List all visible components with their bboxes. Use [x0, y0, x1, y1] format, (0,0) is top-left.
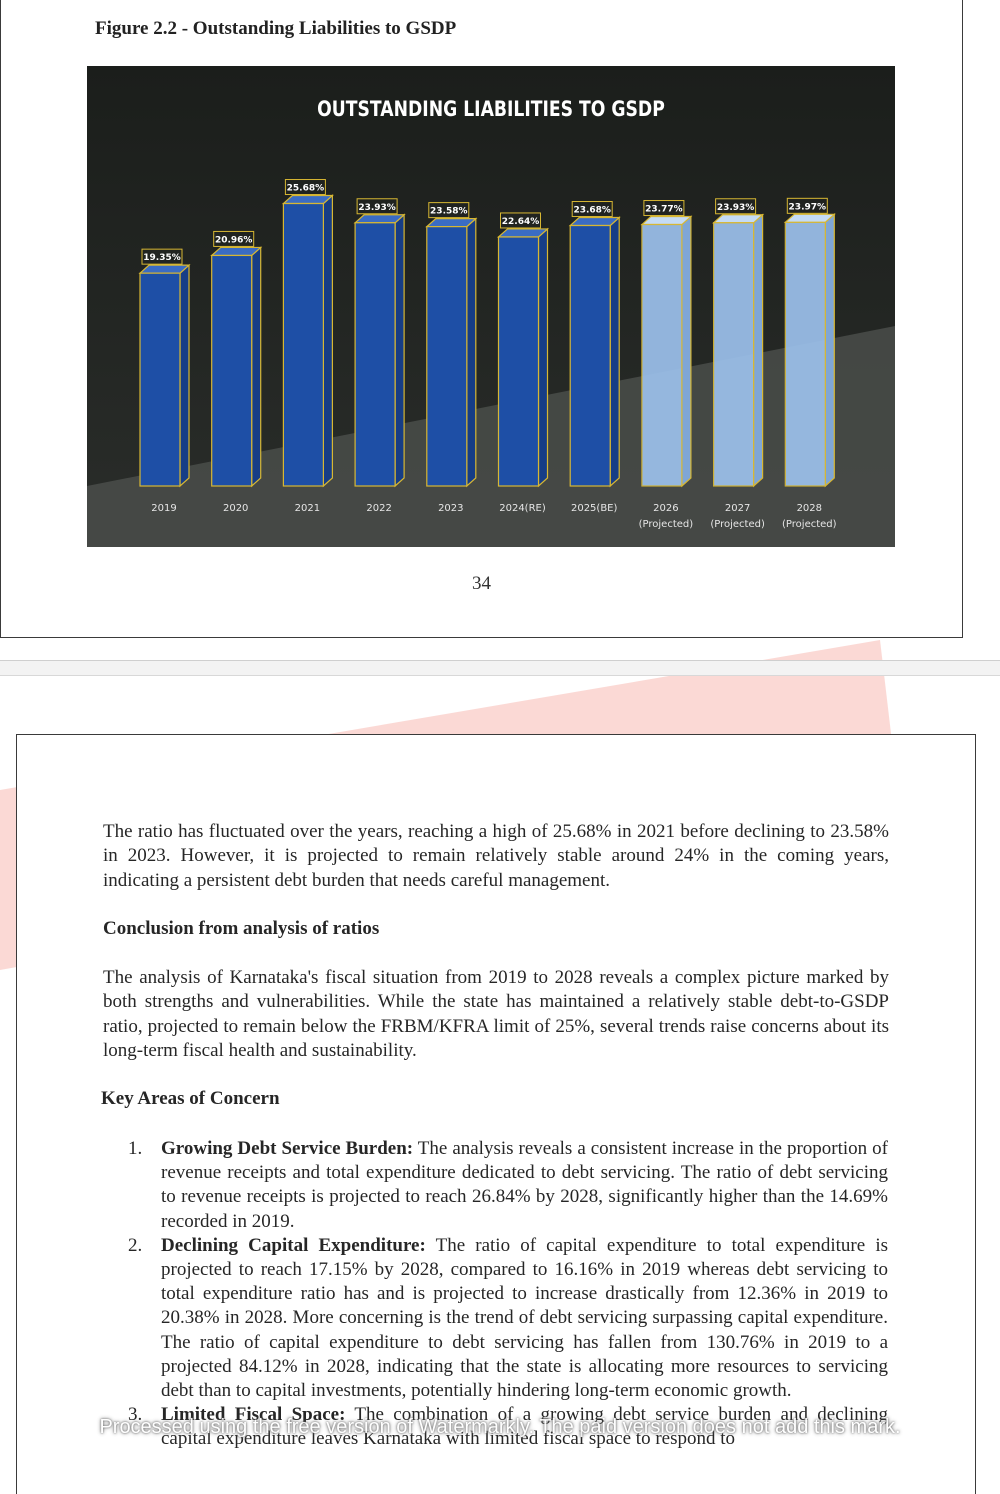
- chart-bar: [139, 272, 181, 487]
- data-label-box: [141, 248, 183, 265]
- data-label-box: [643, 200, 685, 217]
- chart-bar: [211, 254, 253, 487]
- page-number: 34: [472, 573, 491, 594]
- chart-bar-top: [568, 216, 621, 227]
- list-number: 2.: [128, 1234, 143, 1256]
- chart-bar-top: [281, 194, 334, 205]
- chart-bar-top: [496, 228, 550, 238]
- chart-bar-top: [783, 213, 836, 223]
- data-label-box: [500, 212, 541, 229]
- chart-bar-side: [681, 215, 692, 488]
- chart-bar: [426, 226, 468, 487]
- chart-floor-shade: [87, 326, 895, 547]
- chart-bar-group: 25.68% 2021: [281, 179, 334, 514]
- data-label-box: [213, 230, 255, 247]
- list-item: 2. Declining Capital Expenditure: The ra…: [128, 1234, 888, 1403]
- heading-conclusion: Conclusion from analysis of ratios: [103, 918, 380, 939]
- chart-bar-top: [138, 264, 191, 274]
- page-35: [16, 734, 976, 1494]
- chart-svg: OUTSTANDING LIABILITIES TO GSDP 19.35% 20…: [87, 66, 895, 547]
- data-label: 20.96%: [215, 235, 253, 245]
- data-label: 23.97%: [789, 202, 827, 212]
- chart-bar-side: [609, 216, 620, 488]
- tick-label: 2028: [797, 503, 822, 514]
- chart-bar-group: 20.96% 2020: [210, 230, 263, 514]
- tick-label: 2027: [725, 503, 750, 514]
- data-label-box: [428, 202, 470, 219]
- tick-label: 2021: [295, 503, 320, 514]
- tick-label: (Projected): [639, 519, 694, 530]
- tick-label: 2022: [366, 503, 391, 514]
- data-label: 23.68%: [573, 206, 611, 216]
- data-label: 25.68%: [287, 184, 325, 194]
- chart-bar-group: 23.68% 2025(BE): [568, 201, 621, 514]
- data-label: 23.93%: [358, 203, 396, 213]
- tick-label: (Projected): [710, 519, 765, 530]
- chart-bar-group: 23.97% 2028 (Projected): [782, 197, 837, 530]
- list-item-title: Declining Capital Expenditure:: [161, 1234, 426, 1256]
- data-label-box: [356, 198, 398, 215]
- chart-bar: [569, 224, 611, 487]
- liabilities-chart: OUTSTANDING LIABILITIES TO GSDP 19.35% 20…: [87, 66, 895, 547]
- data-label-box: [715, 198, 757, 215]
- paragraph-conclusion: The analysis of Karnataka's fiscal situa…: [103, 967, 889, 1061]
- tick-label: 2024(RE): [499, 503, 546, 514]
- chart-bar-side: [752, 213, 764, 488]
- list-item: 3. Limited Fiscal Space: The combination…: [128, 1403, 888, 1451]
- chart-bar: [354, 222, 396, 487]
- chart-bar-side: [466, 217, 477, 488]
- tick-label: 2026: [653, 503, 678, 514]
- data-label: 23.93%: [717, 203, 755, 213]
- list-number: 1.: [128, 1138, 143, 1159]
- tick-label: 2023: [438, 503, 463, 514]
- chart-bar: [712, 222, 755, 487]
- watermark-text: Processed using the free version of Wate…: [99, 1416, 901, 1438]
- chart-bar-group: 23.77% 2026 (Projected): [639, 200, 694, 530]
- chart-bar-group: 23.93% 2022: [353, 198, 406, 514]
- chart-bar: [282, 202, 324, 487]
- chart-bar-side: [251, 246, 262, 488]
- data-label: 23.58%: [430, 207, 468, 217]
- list-item-text: The ratio of capital expenditure to tota…: [161, 1234, 888, 1402]
- concern-list: 1. Growing Debt Service Burden: The anal…: [128, 1137, 888, 1452]
- data-label: 22.64%: [502, 217, 540, 227]
- list-item-text: The analysis reveals a consistent increa…: [161, 1138, 888, 1232]
- chart-bar: [497, 236, 540, 487]
- list-item-title: Limited Fiscal Space:: [161, 1404, 346, 1426]
- list-item-text: The combination of a growing debt servic…: [161, 1404, 888, 1450]
- chart-title: OUTSTANDING LIABILITIES TO GSDP: [317, 96, 665, 121]
- chart-bar: [641, 223, 683, 487]
- chart-bar: [784, 221, 826, 487]
- tick-label: (Projected): [782, 519, 837, 530]
- chart-bar-side: [394, 213, 405, 488]
- chart-bar-group: 22.64% 2024(RE): [496, 212, 550, 514]
- list-item: 1. Growing Debt Service Burden: The anal…: [128, 1137, 888, 1234]
- chart-bar-side: [537, 227, 549, 488]
- chart-bar-side: [322, 194, 333, 488]
- chart-bar-top: [425, 218, 478, 228]
- data-label-box: [786, 197, 828, 214]
- chart-bar-top: [640, 215, 693, 226]
- chart-bar-top: [712, 214, 765, 224]
- tick-label: 2019: [151, 503, 176, 514]
- page-separator: [0, 660, 1000, 676]
- data-label: 23.77%: [645, 205, 683, 215]
- data-label: 19.35%: [143, 253, 181, 263]
- chart-bar-side: [824, 212, 835, 488]
- data-label-box: [284, 179, 326, 196]
- list-number: 3.: [128, 1404, 143, 1426]
- chart-bar-group: 23.93% 2027 (Projected): [710, 198, 765, 530]
- chart-bar-group: 23.58% 2023: [425, 202, 478, 514]
- heading-key-areas: Key Areas of Concern: [101, 1088, 280, 1109]
- figure-caption: Figure 2.2 - Outstanding Liabilities to …: [95, 18, 457, 39]
- chart-bar-side: [179, 263, 190, 488]
- list-item-title: Growing Debt Service Burden:: [161, 1138, 414, 1159]
- chart-bar-top: [210, 246, 263, 257]
- tick-label: 2020: [223, 503, 248, 514]
- paragraph-ratio-trend: The ratio has fluctuated over the years,…: [103, 821, 889, 891]
- data-label-box: [571, 201, 613, 218]
- tick-label: 2025(BE): [571, 503, 618, 514]
- chart-bar-group: 19.35% 2019: [138, 248, 191, 514]
- chart-bar-top: [353, 214, 406, 224]
